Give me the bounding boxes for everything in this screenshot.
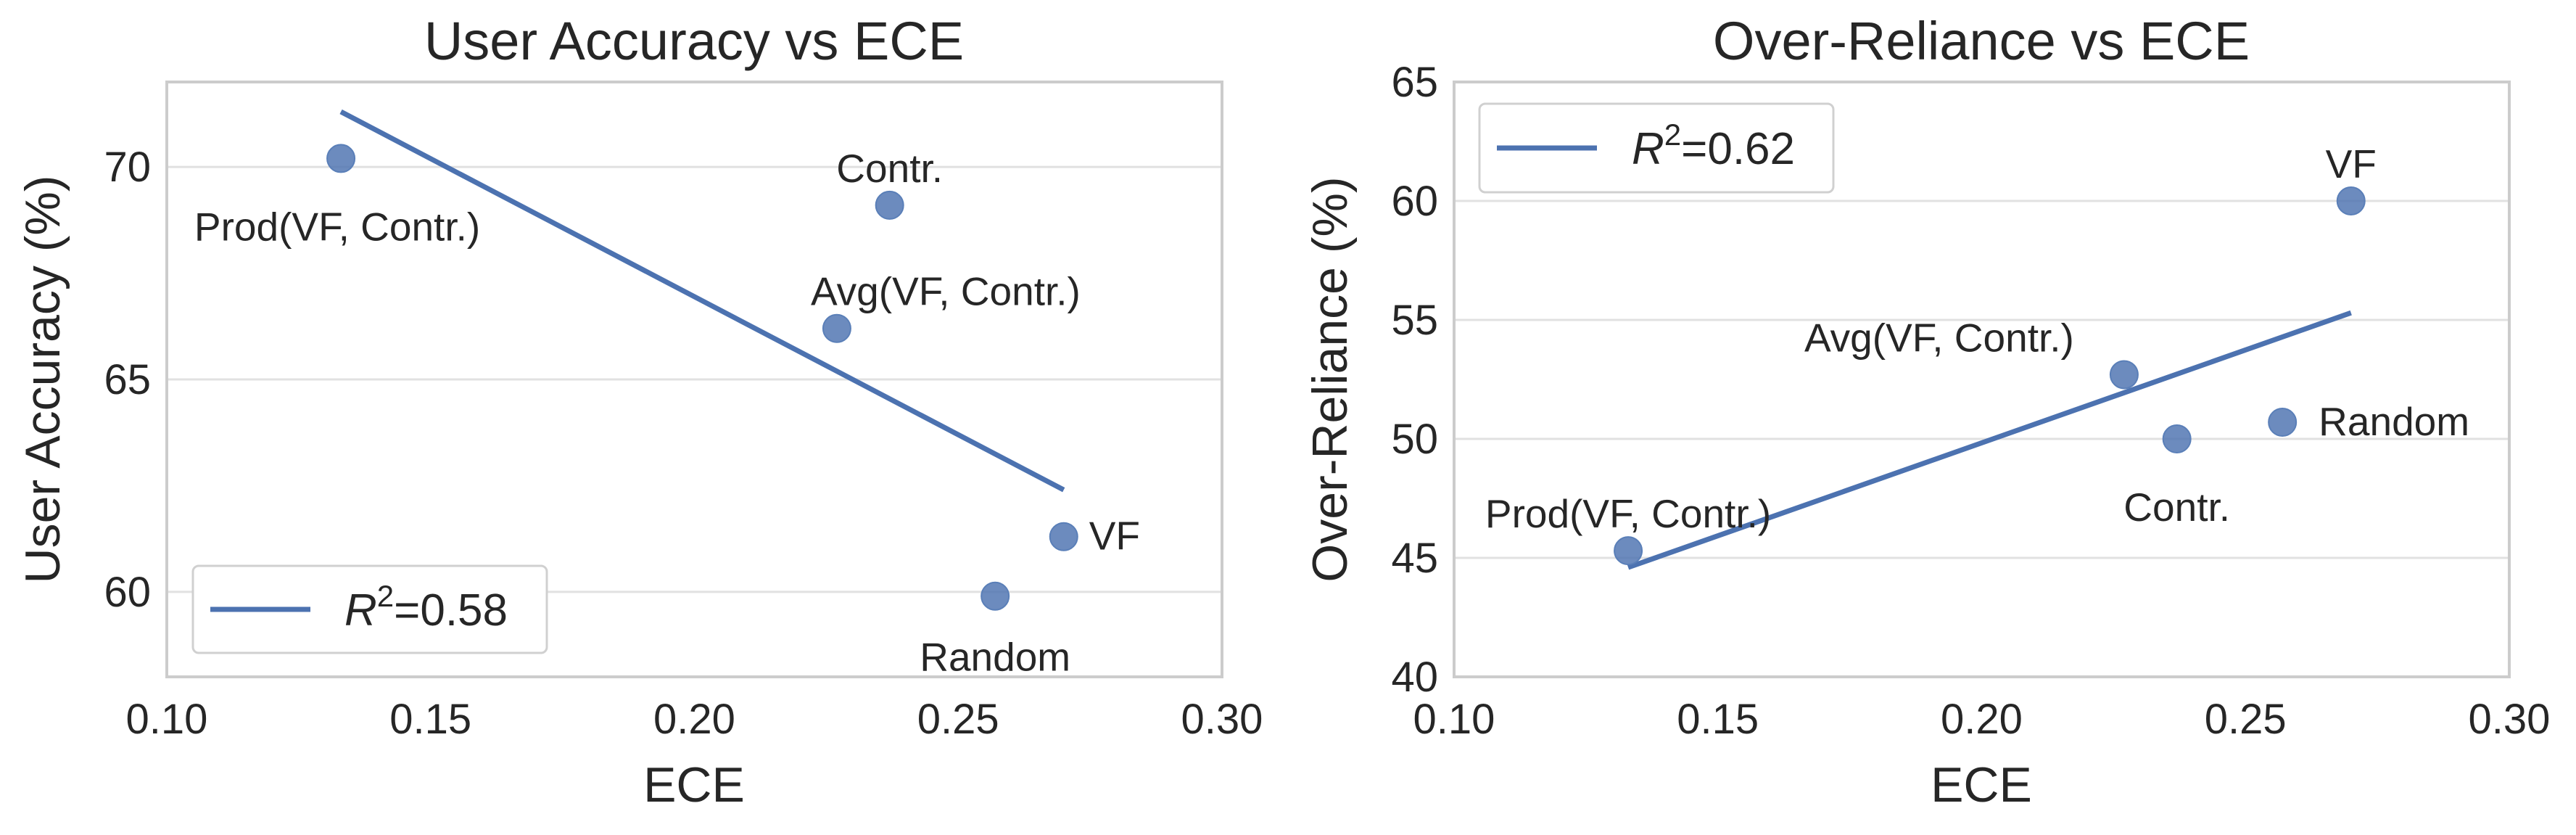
plot-frame [165, 81, 1223, 678]
point-label-avg-vf-contr: Avg(VF, Contr.) [811, 269, 1081, 314]
chart-title: Over-Reliance vs ECE [1713, 11, 2250, 71]
y-tick-label: 50 [1391, 416, 1438, 463]
scatter-point-avg-vf-contr [822, 313, 851, 343]
point-label-prod-vf-contr: Prod(VF, Contr.) [194, 204, 480, 249]
y-tick-label: 70 [104, 144, 151, 191]
x-tick-label: 0.20 [653, 696, 735, 743]
fit-line-group [1627, 310, 2352, 570]
regression-fit-line [1627, 310, 2352, 570]
x-tick-label: 0.20 [1941, 696, 2023, 743]
point-label-avg-vf-contr: Avg(VF, Contr.) [1804, 315, 2074, 360]
y-tick-label: 60 [1391, 178, 1438, 225]
y-tick-label: 65 [1391, 59, 1438, 106]
x-axis-label: ECE [1931, 757, 2032, 813]
x-tick-label: 0.30 [2469, 696, 2551, 743]
legend: R2=0.62 [1478, 102, 1835, 194]
point-label-vf: VF [2326, 141, 2377, 186]
y-tick-labels: 60 65 70 [104, 144, 151, 616]
regression-fit-line [339, 109, 1065, 493]
plot-frame [1453, 81, 2511, 678]
y-tick-label: 45 [1391, 535, 1438, 582]
legend-r2-value: =0.58 [394, 585, 508, 635]
x-tick-labels: 0.10 0.15 0.20 0.25 0.30 [1413, 696, 2551, 743]
scatter-point-random [2268, 408, 2298, 437]
point-label-vf: VF [1089, 514, 1140, 559]
x-tick-label: 0.15 [389, 696, 471, 743]
point-label-random: Random [920, 635, 1070, 680]
y-tick-label: 60 [104, 569, 151, 616]
point-label-random: Random [2319, 399, 2469, 444]
y-tick-label: 40 [1391, 654, 1438, 701]
scatter-point-prod-vf-contr [1614, 536, 1643, 566]
x-tick-label: 0.10 [1413, 696, 1495, 743]
scatter-point-prod-vf-contr [326, 144, 356, 173]
x-tick-labels: 0.10 0.15 0.20 0.25 0.30 [126, 696, 1263, 743]
scatter-point-vf [1049, 522, 1078, 551]
scatter-point-vf [2336, 186, 2366, 215]
point-label-prod-vf-contr: Prod(VF, Contr.) [1485, 491, 1771, 536]
point-label-contr: Contr. [2123, 485, 2230, 530]
points-group [1614, 186, 2366, 566]
chart-panel-over-reliance: VF Avg(VF, Contr.) Random Contr. Prod(VF, Co… [1303, 11, 2550, 813]
annotations-group: Prod(VF, Contr.) Contr. Avg(VF, Contr.) VF R… [194, 146, 1140, 680]
chart-panel-user-accuracy: Prod(VF, Contr.) Contr. Avg(VF, Contr.) VF R… [15, 11, 1263, 813]
chart-title: User Accuracy vs ECE [424, 11, 964, 71]
y-tick-label: 55 [1391, 297, 1438, 344]
x-tick-label: 0.25 [917, 696, 999, 743]
x-tick-label: 0.10 [126, 696, 208, 743]
point-label-contr: Contr. [836, 146, 943, 191]
annotations-group: VF Avg(VF, Contr.) Random Contr. Prod(VF, Co… [1485, 141, 2469, 536]
x-tick-label: 0.15 [1677, 696, 1759, 743]
legend: R2=0.58 [191, 564, 548, 654]
y-tick-label: 65 [104, 356, 151, 403]
legend-r2-value: =0.62 [1681, 124, 1795, 174]
x-axis-label: ECE [643, 757, 745, 813]
scatter-point-avg-vf-contr [2109, 360, 2139, 390]
y-tick-labels: 40 45 50 55 60 65 [1391, 59, 1438, 701]
scatter-point-random [981, 581, 1010, 611]
y-axis-label: Over-Reliance (%) [1303, 176, 1358, 582]
legend-label: R2=0.62 [1632, 118, 1795, 174]
scatter-point-contr [2162, 424, 2192, 453]
legend-label: R2=0.58 [344, 579, 508, 635]
x-tick-label: 0.25 [2205, 696, 2287, 743]
y-axis-label: User Accuracy (%) [15, 176, 70, 584]
points-group [326, 144, 1078, 611]
legend-box [1478, 102, 1835, 194]
fit-line-group [339, 109, 1065, 493]
scatter-point-contr [875, 190, 904, 220]
x-tick-label: 0.30 [1181, 696, 1263, 743]
legend-box [191, 564, 548, 654]
